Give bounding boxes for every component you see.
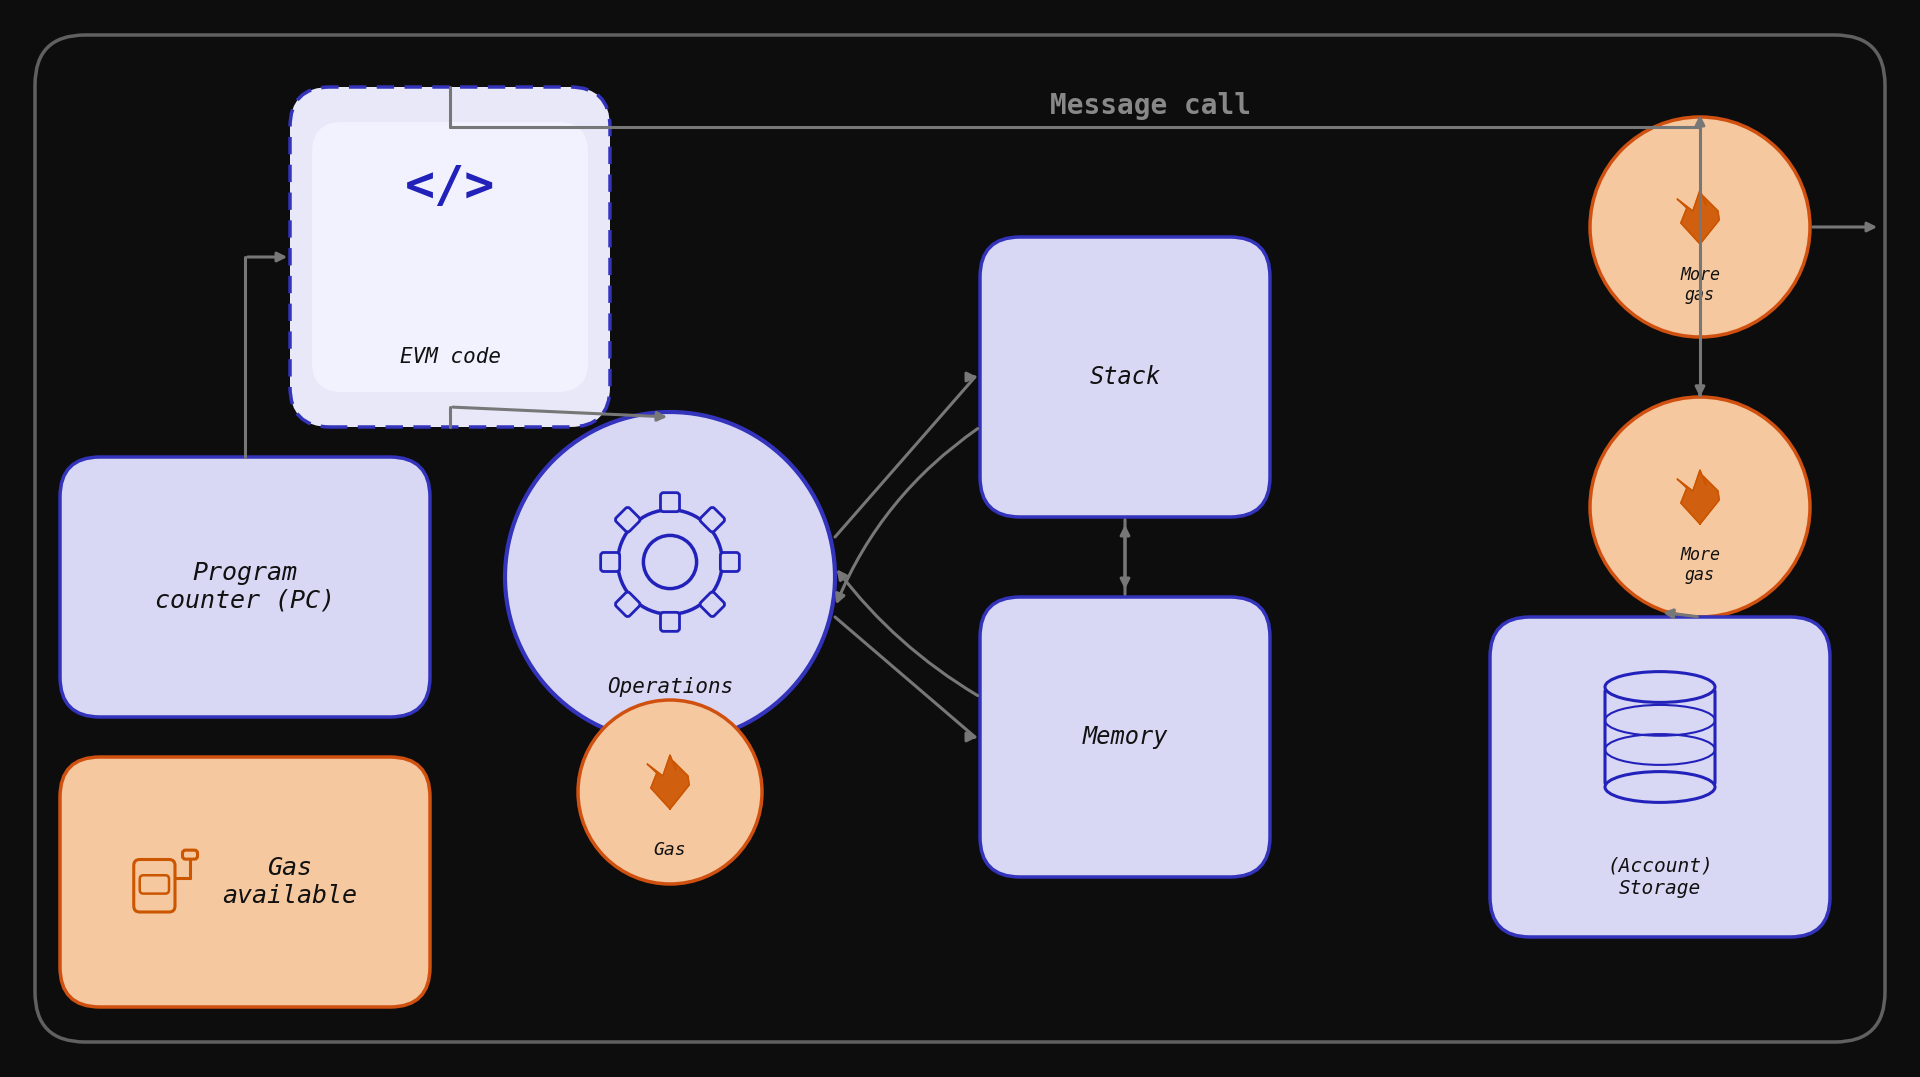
FancyBboxPatch shape — [660, 492, 680, 512]
Ellipse shape — [1605, 771, 1715, 802]
Circle shape — [1590, 117, 1811, 337]
Text: Message call: Message call — [1050, 92, 1250, 120]
Text: Gas
available: Gas available — [223, 856, 357, 908]
Text: More
gas: More gas — [1680, 546, 1720, 585]
FancyArrowPatch shape — [1812, 223, 1874, 230]
FancyBboxPatch shape — [720, 553, 739, 572]
FancyBboxPatch shape — [660, 613, 680, 631]
FancyArrowPatch shape — [837, 429, 977, 601]
FancyArrowPatch shape — [839, 572, 977, 696]
FancyArrowPatch shape — [966, 733, 973, 741]
Circle shape — [1590, 397, 1811, 617]
FancyArrowPatch shape — [1695, 386, 1703, 395]
Text: Operations: Operations — [607, 677, 733, 697]
FancyBboxPatch shape — [979, 237, 1269, 517]
FancyBboxPatch shape — [311, 122, 588, 392]
FancyBboxPatch shape — [1490, 617, 1830, 937]
FancyBboxPatch shape — [601, 553, 620, 572]
FancyBboxPatch shape — [290, 87, 611, 426]
FancyBboxPatch shape — [60, 757, 430, 1007]
FancyArrowPatch shape — [1121, 528, 1129, 595]
Text: Stack: Stack — [1089, 365, 1160, 389]
Polygon shape — [1678, 470, 1718, 524]
Text: </>: </> — [405, 163, 495, 211]
Text: Memory: Memory — [1083, 725, 1167, 749]
Ellipse shape — [1605, 672, 1715, 702]
Text: Gas: Gas — [653, 841, 685, 859]
FancyBboxPatch shape — [614, 592, 639, 617]
Circle shape — [578, 700, 762, 884]
Text: (Account)
Storage: (Account) Storage — [1607, 856, 1713, 897]
FancyArrowPatch shape — [1121, 520, 1129, 586]
FancyArrowPatch shape — [453, 407, 664, 420]
FancyArrowPatch shape — [248, 253, 284, 261]
FancyBboxPatch shape — [701, 507, 724, 532]
FancyBboxPatch shape — [614, 507, 639, 532]
Circle shape — [505, 412, 835, 742]
FancyBboxPatch shape — [60, 457, 430, 717]
FancyBboxPatch shape — [35, 34, 1885, 1043]
FancyBboxPatch shape — [701, 592, 724, 617]
FancyArrowPatch shape — [966, 373, 973, 381]
Text: Program
counter (PC): Program counter (PC) — [156, 561, 334, 613]
FancyArrowPatch shape — [1695, 118, 1703, 126]
Polygon shape — [647, 755, 689, 809]
Circle shape — [618, 509, 722, 614]
Text: More
gas: More gas — [1680, 266, 1720, 305]
FancyArrowPatch shape — [1667, 610, 1697, 617]
FancyBboxPatch shape — [979, 597, 1269, 877]
Circle shape — [643, 535, 697, 589]
Text: EVM code: EVM code — [399, 347, 501, 367]
Polygon shape — [1678, 190, 1718, 244]
